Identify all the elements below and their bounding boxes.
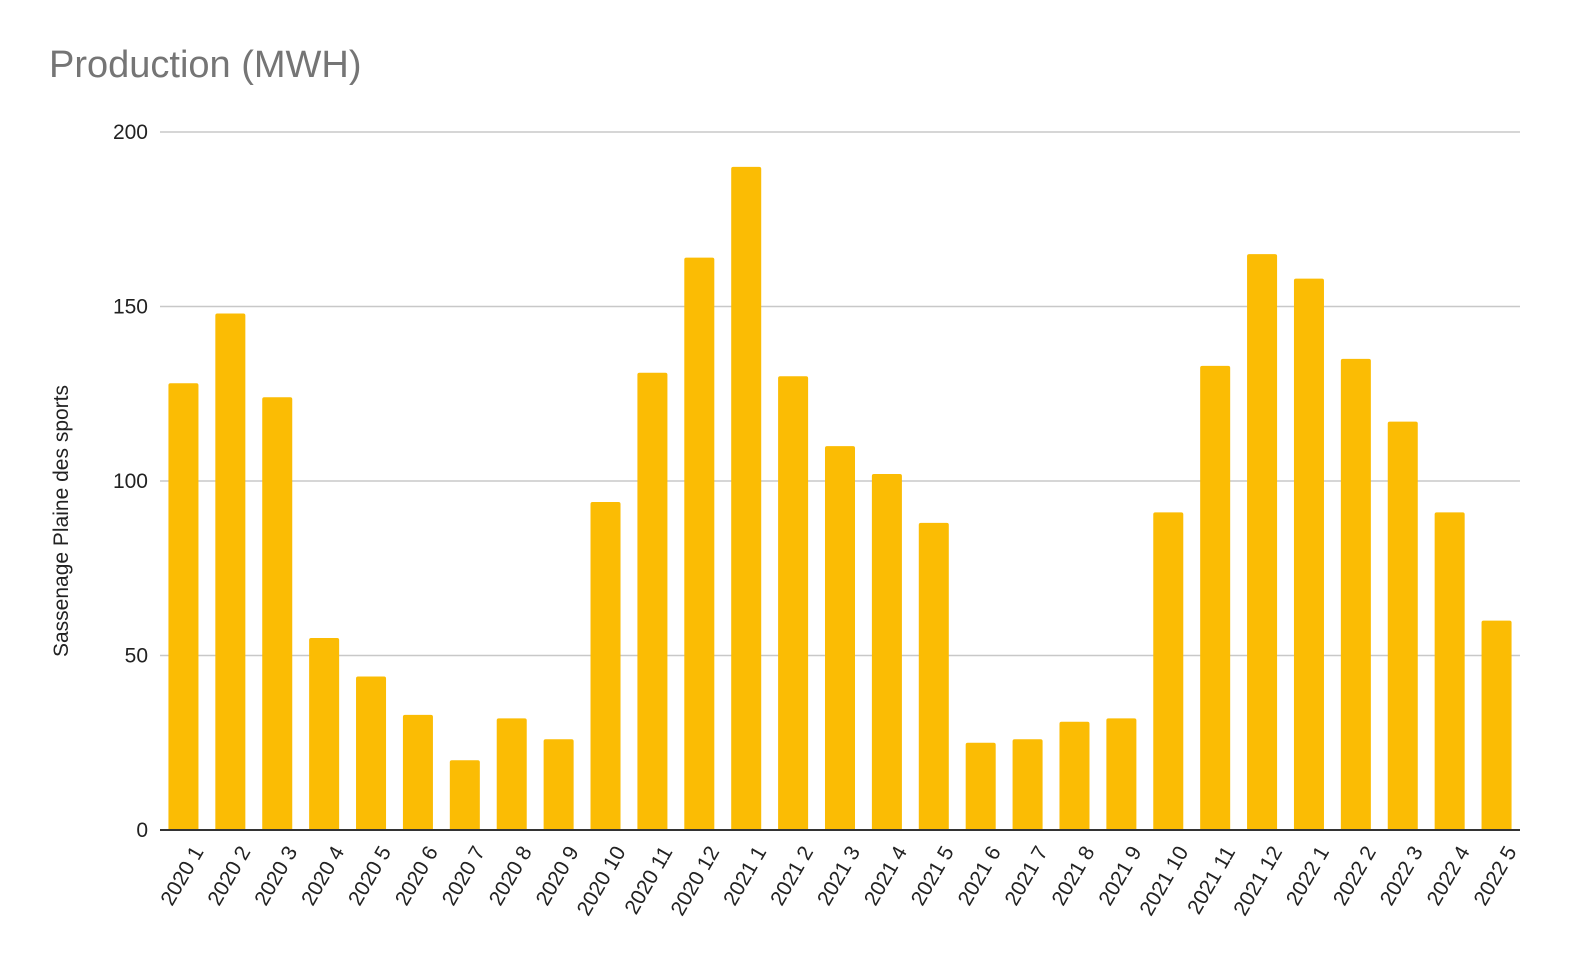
x-tick-label: 2020 1 [156, 842, 208, 909]
bar [871, 474, 902, 830]
bar [1200, 365, 1231, 830]
x-tick-label: 2021 6 [954, 842, 1006, 909]
y-tick-label: 200 [113, 121, 148, 144]
x-tick-label: 2020 5 [344, 842, 396, 909]
bar [1059, 721, 1090, 830]
x-tick-label: 2020 3 [250, 842, 302, 909]
bar [918, 522, 949, 830]
bar [168, 383, 199, 830]
x-tick-label: 2020 4 [297, 842, 349, 909]
bar [449, 760, 480, 830]
x-tick-label: 2020 2 [203, 842, 255, 909]
bar [1153, 512, 1184, 830]
x-tick-label: 2020 9 [532, 842, 584, 909]
x-tick-label: 2021 8 [1048, 842, 1100, 909]
bar [543, 739, 574, 830]
x-tick-label: 2022 3 [1376, 842, 1428, 909]
bar [684, 257, 715, 830]
bar [1247, 254, 1278, 830]
x-tick-label: 2020 7 [438, 842, 490, 909]
x-tick-label: 2022 5 [1470, 842, 1522, 909]
bar [262, 397, 293, 830]
bar [215, 313, 246, 831]
x-tick-label: 2021 1 [719, 842, 771, 909]
bar [1293, 278, 1324, 831]
bar [1106, 718, 1137, 830]
y-tick-label: 100 [113, 470, 148, 493]
x-tick-label: 2021 9 [1094, 842, 1146, 909]
bar [731, 166, 762, 830]
bar [965, 742, 996, 830]
bars [168, 166, 1512, 831]
bar [824, 446, 856, 830]
bar [1481, 620, 1512, 830]
x-tick-label: 2021 4 [860, 842, 912, 909]
bar [778, 376, 809, 830]
x-tick-label: 2022 1 [1282, 842, 1334, 909]
bar [402, 714, 433, 830]
x-tick-label: 2021 2 [766, 842, 818, 909]
x-tick-label: 2021 3 [813, 842, 865, 909]
bar [590, 501, 621, 830]
y-tick-label: 150 [113, 296, 148, 319]
bar [1340, 358, 1371, 830]
bar [496, 718, 527, 830]
x-tick-label: 2020 6 [391, 842, 443, 909]
x-tick-label: 2021 5 [907, 842, 959, 909]
x-tick-label: 2020 8 [485, 842, 537, 909]
bar [1434, 512, 1465, 830]
x-tick-label: 2021 7 [1001, 842, 1053, 909]
y-axis-title: Sassenage Plaine des sports [50, 385, 73, 657]
bar [356, 676, 387, 830]
bar [1012, 739, 1043, 830]
bar [1387, 421, 1418, 830]
chart-title: Production (MWH) [49, 44, 362, 86]
bar [309, 638, 340, 830]
bar [637, 372, 668, 830]
y-tick-label: 0 [136, 819, 148, 842]
y-tick-labels: 0 50 100 150 200 [113, 121, 148, 842]
y-tick-label: 50 [125, 645, 148, 668]
x-tick-label: 2022 2 [1329, 842, 1381, 909]
x-tick-label: 2022 4 [1423, 842, 1475, 909]
